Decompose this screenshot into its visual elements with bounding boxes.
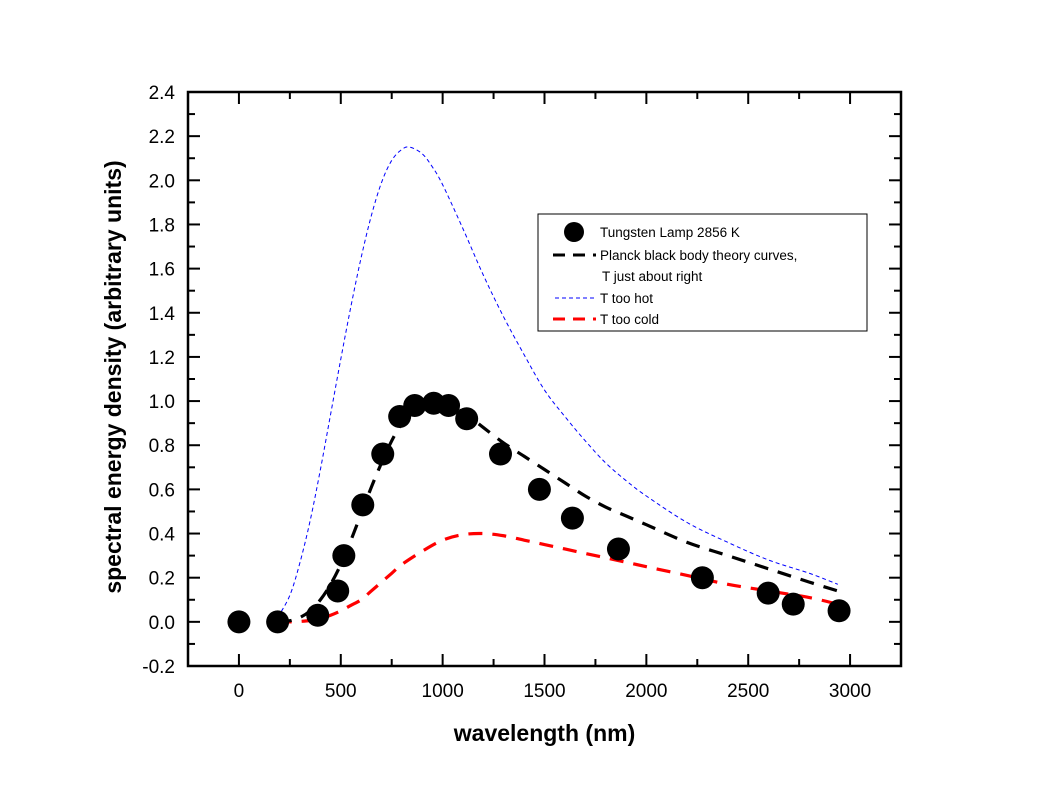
legend-label-hot: T too hot [600,291,653,306]
data-point [403,393,427,417]
y-tick-label: 0.2 [149,569,175,590]
x-tick-label: 1500 [523,681,565,702]
data-point [606,537,630,561]
legend-label-cold: T too cold [600,312,659,327]
data-point [266,610,290,634]
y-tick-label: 2.4 [149,83,176,104]
data-point [371,442,395,466]
x-axis-title: wavelength (nm) [453,720,635,746]
x-tick-label: 0 [234,681,245,702]
markers-layer [227,391,851,634]
data-point [527,477,551,501]
curve-t-too-cold [277,531,839,624]
y-tick-label: 1.8 [149,215,175,236]
data-point [756,581,780,605]
legend: Tungsten Lamp 2856 K Planck black body t… [537,213,868,332]
data-point [488,442,512,466]
data-point [306,603,330,627]
y-tick-label: 2.2 [149,127,175,148]
y-tick-label: 2.0 [149,171,175,192]
x-tick-label: 3000 [829,681,871,702]
legend-label-tungsten: Tungsten Lamp 2856 K [600,225,740,240]
y-tick-label: 0.4 [149,525,176,546]
data-point [332,544,356,568]
data-point [227,610,251,634]
data-point [781,592,805,616]
data-point [827,599,851,623]
y-tick-label: 1.2 [149,348,175,369]
data-point [437,393,461,417]
data-point [690,566,714,590]
y-tick-labels: -0.2 0.0 0.2 0.4 0.6 0.8 1.0 1.2 1.4 1.6 1.8 2.0 2.2… [142,83,175,678]
data-point [351,493,375,517]
legend-label-planck-1: Planck black body theory curves, [600,248,797,263]
x-tick-label: 2000 [625,681,667,702]
plot-frame [186,90,903,668]
y-tick-label: 1.6 [149,260,175,281]
legend-label-planck-2: T just about right [602,269,703,284]
x-tick-label: 1000 [422,681,464,702]
curve-t-too-hot [277,146,839,618]
y-tick-label: 0.6 [149,480,175,501]
y-tick-label: 1.4 [149,304,176,325]
data-point [455,407,479,431]
y-tick-label: 0.8 [149,436,175,457]
x-tick-label: 500 [325,681,357,702]
ticks-layer [188,92,901,666]
y-tick-label: -0.2 [142,657,175,678]
legend-box [537,213,868,332]
y-axis-title: spectral energy density (arbitrary units… [100,160,126,593]
y-tick-label: 1.0 [149,392,175,413]
x-tick-labels: 0 500 1000 1500 2000 2500 3000 [234,681,872,702]
data-point [560,506,584,530]
legend-marker-tungsten [564,222,584,242]
x-tick-label: 2500 [727,681,769,702]
data-point [326,579,350,603]
y-tick-label: 0.0 [149,613,175,634]
